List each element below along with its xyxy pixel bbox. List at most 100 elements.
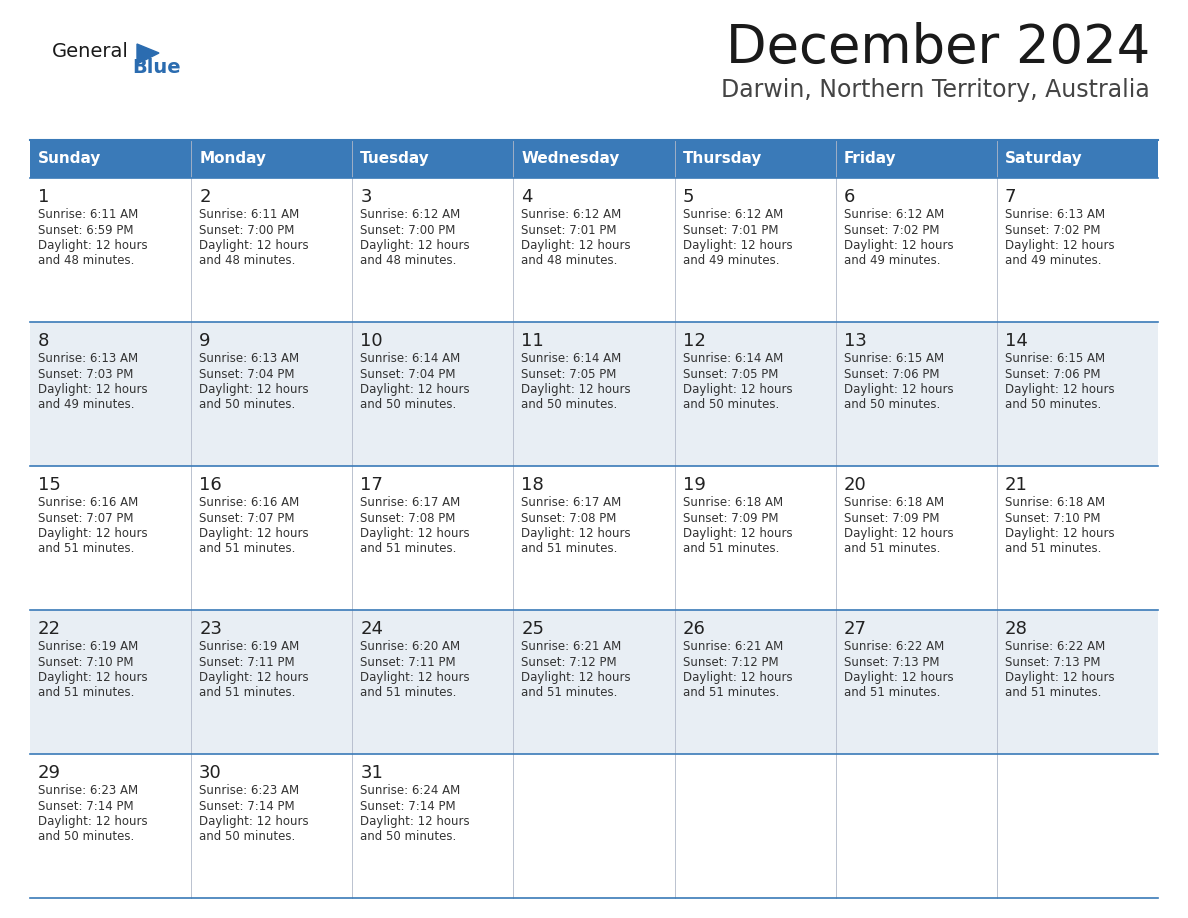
Text: Daylight: 12 hours: Daylight: 12 hours (200, 239, 309, 252)
Text: Daylight: 12 hours: Daylight: 12 hours (683, 527, 792, 540)
Text: and 51 minutes.: and 51 minutes. (843, 543, 940, 555)
Text: 23: 23 (200, 620, 222, 638)
Text: Sunrise: 6:23 AM: Sunrise: 6:23 AM (200, 784, 299, 797)
Text: 14: 14 (1005, 332, 1028, 350)
Text: Daylight: 12 hours: Daylight: 12 hours (200, 383, 309, 396)
Text: Sunrise: 6:18 AM: Sunrise: 6:18 AM (843, 496, 943, 509)
Text: and 50 minutes.: and 50 minutes. (200, 398, 296, 411)
Text: Daylight: 12 hours: Daylight: 12 hours (38, 527, 147, 540)
Text: 2: 2 (200, 188, 210, 206)
Text: Daylight: 12 hours: Daylight: 12 hours (522, 671, 631, 684)
Text: and 51 minutes.: and 51 minutes. (360, 543, 456, 555)
Text: Sunrise: 6:19 AM: Sunrise: 6:19 AM (200, 640, 299, 653)
Text: Sunrise: 6:22 AM: Sunrise: 6:22 AM (843, 640, 944, 653)
Text: Sunrise: 6:12 AM: Sunrise: 6:12 AM (522, 208, 621, 221)
Text: Tuesday: Tuesday (360, 151, 430, 166)
Text: Daylight: 12 hours: Daylight: 12 hours (200, 527, 309, 540)
Text: and 50 minutes.: and 50 minutes. (1005, 398, 1101, 411)
Text: and 51 minutes.: and 51 minutes. (200, 543, 296, 555)
Text: Daylight: 12 hours: Daylight: 12 hours (683, 239, 792, 252)
Text: Daylight: 12 hours: Daylight: 12 hours (360, 527, 470, 540)
Text: Sunset: 7:09 PM: Sunset: 7:09 PM (843, 511, 940, 524)
Text: and 48 minutes.: and 48 minutes. (200, 254, 296, 267)
Text: Sunset: 7:11 PM: Sunset: 7:11 PM (200, 655, 295, 668)
Text: Sunrise: 6:21 AM: Sunrise: 6:21 AM (522, 640, 621, 653)
Text: Sunrise: 6:18 AM: Sunrise: 6:18 AM (683, 496, 783, 509)
Text: 31: 31 (360, 764, 384, 782)
Text: Friday: Friday (843, 151, 896, 166)
Text: Sunset: 7:07 PM: Sunset: 7:07 PM (38, 511, 133, 524)
Text: Blue: Blue (132, 58, 181, 77)
Text: Sunset: 7:04 PM: Sunset: 7:04 PM (200, 367, 295, 380)
Text: Sunrise: 6:11 AM: Sunrise: 6:11 AM (200, 208, 299, 221)
Text: and 50 minutes.: and 50 minutes. (360, 831, 456, 844)
Polygon shape (137, 44, 159, 64)
Text: Daylight: 12 hours: Daylight: 12 hours (360, 815, 470, 828)
Text: 16: 16 (200, 476, 222, 494)
Text: Daylight: 12 hours: Daylight: 12 hours (843, 671, 953, 684)
Text: Saturday: Saturday (1005, 151, 1082, 166)
Text: and 50 minutes.: and 50 minutes. (843, 398, 940, 411)
Text: Sunset: 7:01 PM: Sunset: 7:01 PM (683, 223, 778, 237)
Text: 1: 1 (38, 188, 50, 206)
Text: and 50 minutes.: and 50 minutes. (522, 398, 618, 411)
Text: Sunrise: 6:13 AM: Sunrise: 6:13 AM (1005, 208, 1105, 221)
Text: 5: 5 (683, 188, 694, 206)
Bar (30, 140, 1158, 178)
Text: Sunset: 7:01 PM: Sunset: 7:01 PM (522, 223, 617, 237)
Text: 8: 8 (38, 332, 50, 350)
Text: 19: 19 (683, 476, 706, 494)
Text: Sunset: 7:04 PM: Sunset: 7:04 PM (360, 367, 456, 380)
Text: Daylight: 12 hours: Daylight: 12 hours (360, 671, 470, 684)
Text: and 51 minutes.: and 51 minutes. (683, 687, 779, 700)
Text: Sunset: 7:02 PM: Sunset: 7:02 PM (1005, 223, 1100, 237)
Text: Daylight: 12 hours: Daylight: 12 hours (1005, 527, 1114, 540)
Text: and 51 minutes.: and 51 minutes. (360, 687, 456, 700)
Text: Sunset: 7:00 PM: Sunset: 7:00 PM (360, 223, 456, 237)
Text: Daylight: 12 hours: Daylight: 12 hours (1005, 671, 1114, 684)
Text: Sunset: 7:09 PM: Sunset: 7:09 PM (683, 511, 778, 524)
Text: Sunset: 7:06 PM: Sunset: 7:06 PM (1005, 367, 1100, 380)
Text: Sunrise: 6:24 AM: Sunrise: 6:24 AM (360, 784, 461, 797)
Text: Thursday: Thursday (683, 151, 762, 166)
Text: and 51 minutes.: and 51 minutes. (1005, 687, 1101, 700)
Text: Daylight: 12 hours: Daylight: 12 hours (522, 239, 631, 252)
Text: Sunrise: 6:21 AM: Sunrise: 6:21 AM (683, 640, 783, 653)
Text: 9: 9 (200, 332, 210, 350)
Text: Daylight: 12 hours: Daylight: 12 hours (360, 383, 470, 396)
Text: and 51 minutes.: and 51 minutes. (522, 687, 618, 700)
Bar (30, 754, 1158, 898)
Text: 22: 22 (38, 620, 61, 638)
Text: Sunrise: 6:17 AM: Sunrise: 6:17 AM (360, 496, 461, 509)
Text: 24: 24 (360, 620, 384, 638)
Text: Daylight: 12 hours: Daylight: 12 hours (522, 383, 631, 396)
Text: 13: 13 (843, 332, 866, 350)
Text: Sunrise: 6:14 AM: Sunrise: 6:14 AM (360, 352, 461, 365)
Text: Daylight: 12 hours: Daylight: 12 hours (1005, 383, 1114, 396)
Text: and 51 minutes.: and 51 minutes. (843, 687, 940, 700)
Text: Sunset: 7:14 PM: Sunset: 7:14 PM (200, 800, 295, 812)
Bar (30, 610, 1158, 754)
Text: 7: 7 (1005, 188, 1017, 206)
Text: Sunset: 7:14 PM: Sunset: 7:14 PM (38, 800, 133, 812)
Text: 10: 10 (360, 332, 383, 350)
Text: and 48 minutes.: and 48 minutes. (360, 254, 456, 267)
Text: 20: 20 (843, 476, 866, 494)
Text: Sunrise: 6:22 AM: Sunrise: 6:22 AM (1005, 640, 1105, 653)
Text: Sunset: 7:05 PM: Sunset: 7:05 PM (683, 367, 778, 380)
Text: Daylight: 12 hours: Daylight: 12 hours (1005, 239, 1114, 252)
Text: and 49 minutes.: and 49 minutes. (843, 254, 940, 267)
Text: Sunrise: 6:19 AM: Sunrise: 6:19 AM (38, 640, 138, 653)
Text: 27: 27 (843, 620, 867, 638)
Text: Sunrise: 6:15 AM: Sunrise: 6:15 AM (1005, 352, 1105, 365)
Text: 3: 3 (360, 188, 372, 206)
Text: and 50 minutes.: and 50 minutes. (683, 398, 779, 411)
Text: Sunrise: 6:14 AM: Sunrise: 6:14 AM (522, 352, 621, 365)
Text: Sunset: 7:10 PM: Sunset: 7:10 PM (1005, 511, 1100, 524)
Text: General: General (52, 42, 128, 61)
Text: 17: 17 (360, 476, 384, 494)
Text: Daylight: 12 hours: Daylight: 12 hours (522, 527, 631, 540)
Text: Sunset: 7:02 PM: Sunset: 7:02 PM (843, 223, 940, 237)
Text: Sunrise: 6:12 AM: Sunrise: 6:12 AM (843, 208, 944, 221)
Text: and 48 minutes.: and 48 minutes. (522, 254, 618, 267)
